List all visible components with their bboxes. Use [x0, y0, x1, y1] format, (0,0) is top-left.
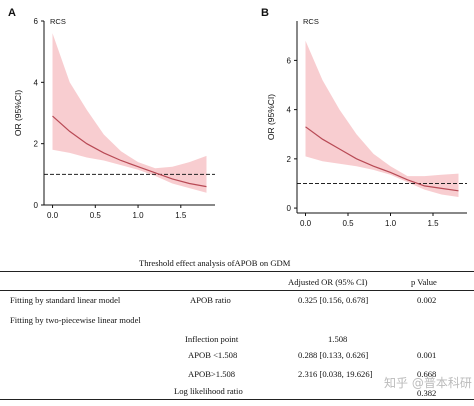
row-p: 0.002 — [417, 295, 437, 305]
row-or: 0.325 [0.156, 0.678] — [298, 295, 369, 305]
x-tick-label: 1.0 — [132, 211, 144, 220]
row-variable: Log likelihood ratio — [174, 386, 243, 396]
y-tick-label: 2 — [287, 155, 292, 164]
x-tick-label: 0.5 — [342, 219, 354, 228]
y-tick-label: 0 — [34, 201, 39, 210]
rcs-figure: A RCS 0 2 4 6 0.0 0.5 1.0 1.5 OR (95%CI) B RCS 0 2 4 6 0… — [8, 7, 467, 228]
or-curve — [305, 126, 459, 192]
confidence-band — [52, 33, 207, 193]
row-or: 2.316 [0.038, 19.626] — [298, 369, 373, 379]
row-or: 1.508 — [328, 334, 348, 344]
y-tick-label: 6 — [34, 17, 39, 26]
panel-letter: A — [8, 7, 16, 19]
table-bottom-rule — [0, 399, 474, 400]
row-or: 0.288 [0.133, 0.626] — [298, 350, 369, 360]
y-tick-label: 0 — [287, 204, 292, 213]
header-adjusted-or: Adjusted OR (95% CI) — [288, 277, 368, 287]
x-tick-label: 1.5 — [427, 219, 439, 228]
y-tick-label: 6 — [287, 56, 292, 65]
table-title: Threshold effect analysis ofAPOB on GDM — [139, 258, 291, 268]
x-tick-label: 0.0 — [47, 211, 59, 220]
x-tick-label: 1.5 — [175, 211, 187, 220]
table-top-rule — [0, 271, 474, 272]
rcs-panel-b: B RCS 0 2 4 6 0.0 0.5 1.0 1.5 OR (95%CI) — [261, 7, 467, 228]
chart-title: RCS — [303, 17, 319, 26]
x-tick-label: 0.5 — [90, 211, 102, 220]
y-tick-label: 4 — [287, 106, 292, 115]
row-label: Fitting by two-piecewise linear model — [10, 315, 141, 325]
table-header-rule — [0, 290, 474, 291]
chart-title: RCS — [50, 17, 66, 26]
row-variable: Inflection point — [185, 334, 239, 344]
row-variable: APOB <1.508 — [188, 350, 238, 360]
or-curve — [52, 115, 207, 188]
row-variable: APOB ratio — [190, 295, 231, 305]
x-tick-label: 1.0 — [385, 219, 397, 228]
y-axis-label: OR (95%CI) — [13, 90, 23, 136]
row-variable: APOB>1.508 — [188, 369, 236, 379]
watermark: 知乎 @普本科研 — [384, 376, 472, 390]
panel-letter: B — [261, 7, 269, 19]
confidence-band — [305, 40, 459, 198]
row-p: 0.001 — [417, 350, 437, 360]
rcs-panel-a: A RCS 0 2 4 6 0.0 0.5 1.0 1.5 OR (95%CI) — [8, 7, 215, 220]
y-tick-label: 2 — [34, 140, 39, 149]
row-label: Fitting by standard linear model — [10, 295, 121, 305]
y-axis-label: OR (95%CI) — [266, 94, 276, 140]
header-p-value: p Value — [411, 277, 437, 287]
x-tick-label: 0.0 — [300, 219, 312, 228]
y-tick-label: 4 — [34, 78, 39, 87]
